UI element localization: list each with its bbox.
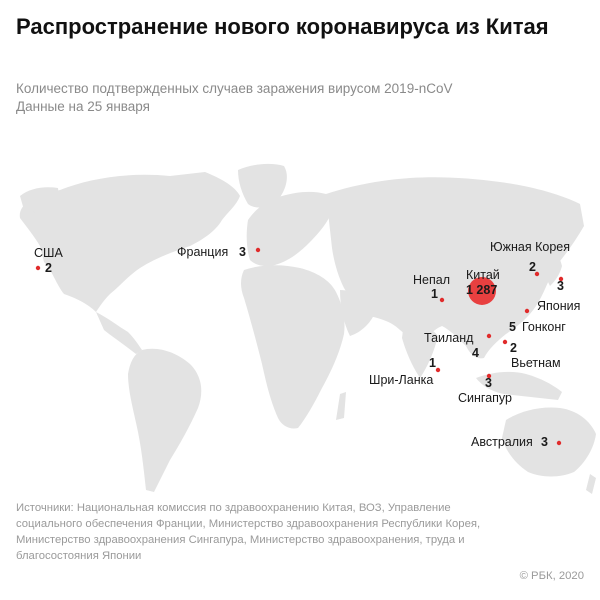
landmass-central-america bbox=[96, 312, 142, 354]
land-masses bbox=[19, 163, 596, 494]
vietnam-name-label: Вьетнам bbox=[511, 356, 561, 370]
landmass-new-zealand bbox=[586, 474, 596, 494]
sources-note: Источники: Национальная комиссия по здра… bbox=[16, 502, 481, 562]
france-count-label: 3 bbox=[239, 245, 246, 259]
usa-marker-dot bbox=[35, 265, 41, 271]
sri-lanka-count-label: 1 bbox=[429, 356, 436, 370]
south-korea-count-label: 2 bbox=[529, 260, 536, 274]
landmass-madagascar bbox=[336, 392, 346, 420]
marker-dots bbox=[35, 247, 564, 446]
south-korea-name-label: Южная Корея bbox=[490, 240, 570, 254]
subtitle-date: Данные на 25 января bbox=[16, 99, 150, 114]
japan-count-label: 3 bbox=[557, 279, 564, 293]
nepal-name-label: Непал bbox=[413, 273, 450, 287]
sri-lanka-marker-dot bbox=[435, 367, 441, 373]
hong-kong-marker-dot bbox=[524, 308, 530, 314]
usa-name-label: США bbox=[34, 246, 63, 260]
sri-lanka-name-label: Шри-Ланка bbox=[369, 373, 433, 387]
thailand-count-label: 4 bbox=[472, 346, 479, 360]
landmass-north-america bbox=[19, 172, 240, 312]
thailand-marker-dot bbox=[486, 333, 492, 339]
subtitle-description: Количество подтвержденных случаев зараже… bbox=[16, 81, 453, 96]
copyright-credit: © РБК, 2020 bbox=[519, 570, 584, 582]
thailand-name-label: Таиланд bbox=[424, 331, 474, 345]
vietnam-count-label: 2 bbox=[510, 341, 517, 355]
china-count-label: 1 287 bbox=[466, 283, 497, 297]
nepal-count-label: 1 bbox=[431, 287, 438, 301]
hong-kong-name-label: Гонконг bbox=[522, 320, 566, 334]
france-name-label: Франция bbox=[177, 245, 228, 259]
landmass-europe bbox=[246, 191, 334, 267]
australia-marker-dot bbox=[556, 440, 562, 446]
china-name-label: Китай bbox=[466, 268, 500, 282]
usa-count-label: 2 bbox=[45, 261, 52, 275]
landmass-southeast-asia-islands bbox=[476, 371, 562, 400]
china-cases-bubble bbox=[468, 277, 496, 305]
vietnam-marker-dot bbox=[502, 339, 508, 345]
japan-marker-dot bbox=[558, 276, 564, 282]
hong-kong-count-label: 5 bbox=[509, 320, 516, 334]
landmass-india bbox=[402, 321, 438, 378]
singapore-name-label: Сингапур bbox=[458, 391, 512, 405]
landmass-greenland bbox=[238, 163, 287, 208]
australia-name-label: Австралия bbox=[471, 435, 533, 449]
south-korea-marker-dot bbox=[534, 271, 540, 277]
subtitle: Количество подтвержденных случаев зараже… bbox=[16, 80, 586, 116]
landmass-arabia bbox=[340, 290, 376, 336]
japan-name-label: Япония bbox=[537, 299, 580, 313]
landmass-asia bbox=[326, 177, 584, 359]
nepal-marker-dot bbox=[439, 297, 445, 303]
labels: США 2 Франция 3 Южная Корея 2 3 Япония Н… bbox=[34, 240, 580, 449]
landmass-south-america bbox=[128, 348, 202, 492]
singapore-count-label: 3 bbox=[485, 376, 492, 390]
page-title: Распространение нового коронавируса из К… bbox=[16, 14, 549, 39]
landmass-japan bbox=[546, 244, 562, 286]
landmass-australia bbox=[502, 407, 596, 477]
france-marker-dot bbox=[255, 247, 261, 253]
landmass-alaska bbox=[20, 187, 60, 213]
australia-count-label: 3 bbox=[541, 435, 548, 449]
singapore-marker-dot bbox=[486, 373, 492, 379]
landmass-africa bbox=[241, 265, 345, 429]
